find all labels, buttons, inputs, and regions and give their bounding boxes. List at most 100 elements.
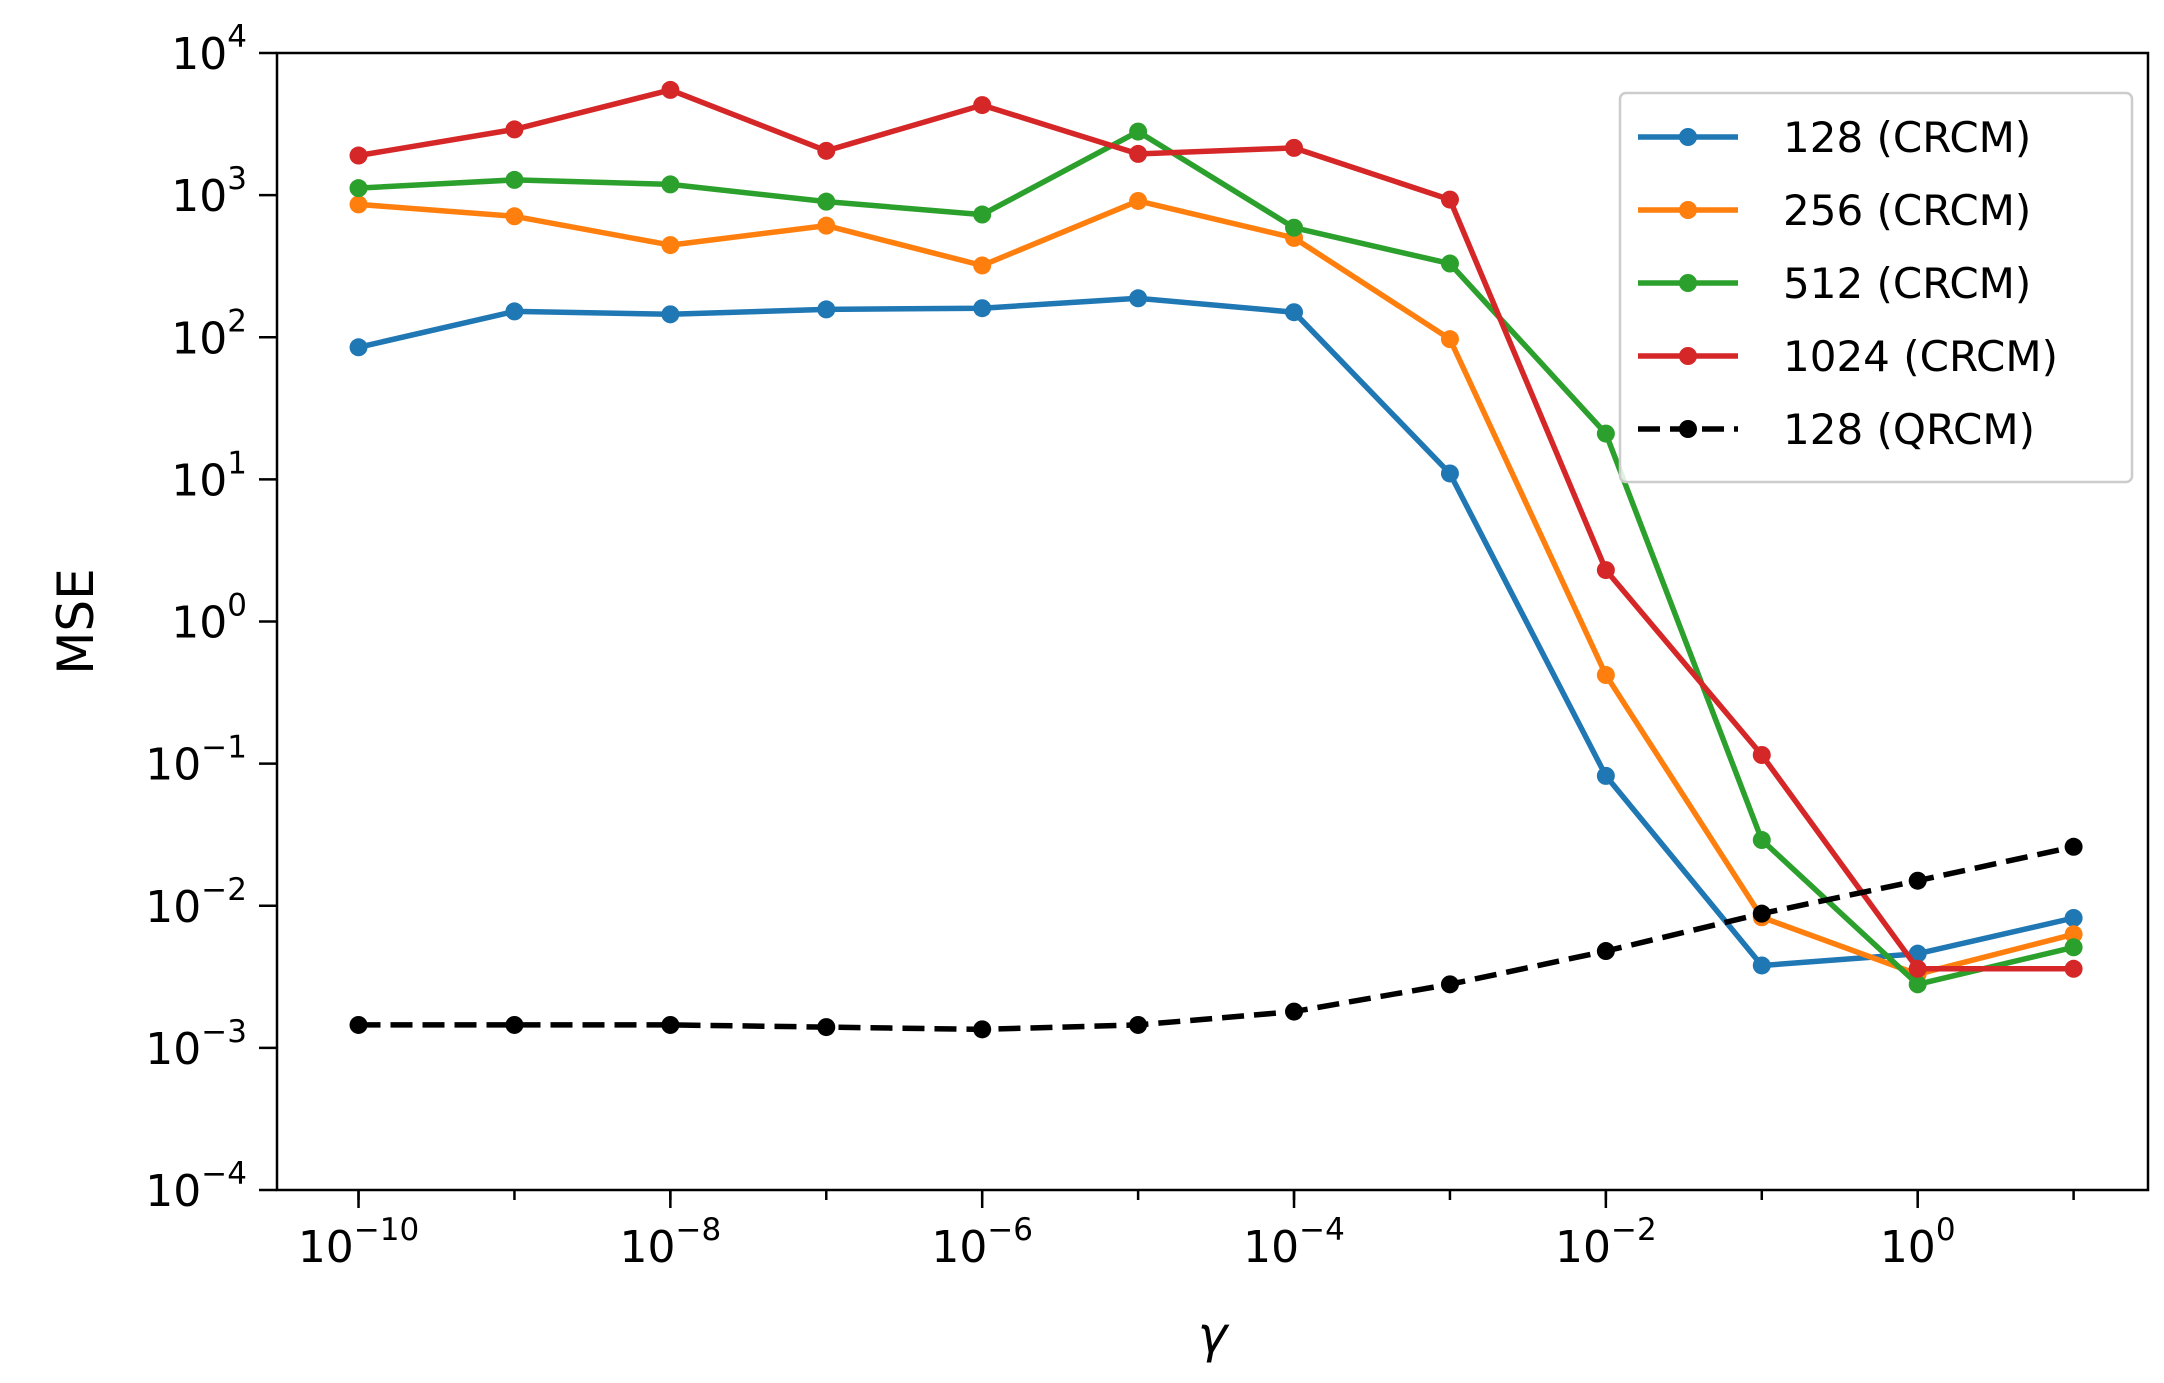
series-line [358,128,2075,988]
x-tick-label: 10−4 [1243,1212,1345,1273]
series-line [357,295,2075,969]
data-point [661,236,680,255]
data-point [1752,904,1771,923]
data-point [1129,122,1148,141]
data-point [1285,138,1304,157]
data-point [1752,745,1771,764]
legend-label: 256 (CRCM) [1783,186,2031,235]
data-point [661,175,680,194]
y-tick-label: 10−2 [145,872,247,933]
legend-item: 256 (CRCM) [1638,186,2031,235]
y-tick-label: 10−3 [145,1014,247,1075]
data-point [1285,218,1304,237]
data-point [817,192,836,211]
data-point [2064,837,2083,856]
data-point [2064,925,2083,944]
series-line [358,198,2075,977]
legend-item: 1024 (CRCM) [1638,332,2058,381]
y-tick-label: 100 [171,588,247,649]
data-point [1596,766,1615,785]
data-point [1596,942,1615,961]
data-point [505,1015,524,1034]
data-point [1908,871,1927,890]
legend-item: 512 (CRCM) [1638,259,2031,308]
data-point [349,338,368,357]
plot-area [349,80,2083,1039]
data-point [349,195,368,214]
legend-marker [1679,274,1697,292]
data-point [973,1020,992,1039]
series-3 [349,122,2083,994]
legend-marker [1679,347,1697,365]
data-point [661,1015,680,1034]
data-point [973,299,992,318]
data-point [1908,959,1927,978]
x-tick-label: 10−6 [931,1212,1033,1273]
data-point [505,207,524,226]
data-point [973,256,992,275]
data-point [1285,1002,1304,1021]
data-point [1440,254,1459,273]
legend-box [1618,91,2134,484]
data-point [817,1018,836,1037]
legend-label: 128 (QRCM) [1783,405,2035,454]
legend: 128 (CRCM) 256 (CRCM) 512 (CRCM) 1024 (CRCM… [1618,91,2134,484]
series-4 [349,80,2083,978]
legend-item: 128 (QRCM) [1638,405,2035,454]
data-point [973,96,992,115]
x-axis: 10−10 10−8 10−6 10−4 10−2 100 [298,1190,2075,1273]
y-tick-label: 102 [171,303,247,364]
data-point [1285,303,1304,322]
data-point [505,170,524,189]
data-point [1596,424,1615,443]
data-point [1129,1015,1148,1034]
series-line [358,844,2075,1033]
x-tick-label: 10−2 [1555,1212,1657,1273]
series-1 [349,289,2083,975]
data-point [661,80,680,99]
data-point [2064,908,2083,927]
data-point [817,300,836,319]
data-point [661,305,680,324]
data-point [1752,831,1771,850]
y-tick-label: 104 [171,19,247,80]
series-line [358,87,2074,972]
y-tick-label: 103 [171,161,247,222]
data-point [505,120,524,139]
data-point [817,141,836,160]
legend-label: 1024 (CRCM) [1783,332,2058,381]
y-axis: 10−4 10−3 10−2 10−1 100 101 102 103 104 [145,19,277,1217]
legend-marker [1679,420,1697,438]
data-point [505,302,524,321]
legend-marker [1679,128,1697,146]
data-point [2064,938,2083,957]
legend-marker [1679,201,1697,219]
legend-item: 128 (CRCM) [1638,113,2031,162]
y-tick-label: 10−1 [145,730,247,791]
series-5 [349,837,2083,1039]
legend-label: 128 (CRCM) [1783,113,2031,162]
y-tick-label: 101 [171,445,247,506]
data-point [1440,330,1459,349]
data-point [1908,975,1927,994]
y-axis-label: MSE [47,568,105,674]
data-point [349,1015,368,1034]
data-point [1440,464,1459,483]
data-point [1129,289,1148,308]
data-point [2064,959,2083,978]
data-point [1129,144,1148,163]
data-point [1596,561,1615,580]
data-point [349,146,368,165]
data-point [1129,191,1148,210]
data-point [817,216,836,235]
data-point [973,205,992,224]
x-tick-label: 10−8 [620,1212,722,1273]
y-tick-label: 10−4 [145,1156,247,1217]
data-point [1752,956,1771,975]
data-point [1440,975,1459,994]
x-tick-label: 10−10 [298,1212,419,1273]
x-tick-label: 100 [1880,1212,1956,1273]
data-point [1440,190,1459,209]
legend-label: 512 (CRCM) [1783,259,2031,308]
